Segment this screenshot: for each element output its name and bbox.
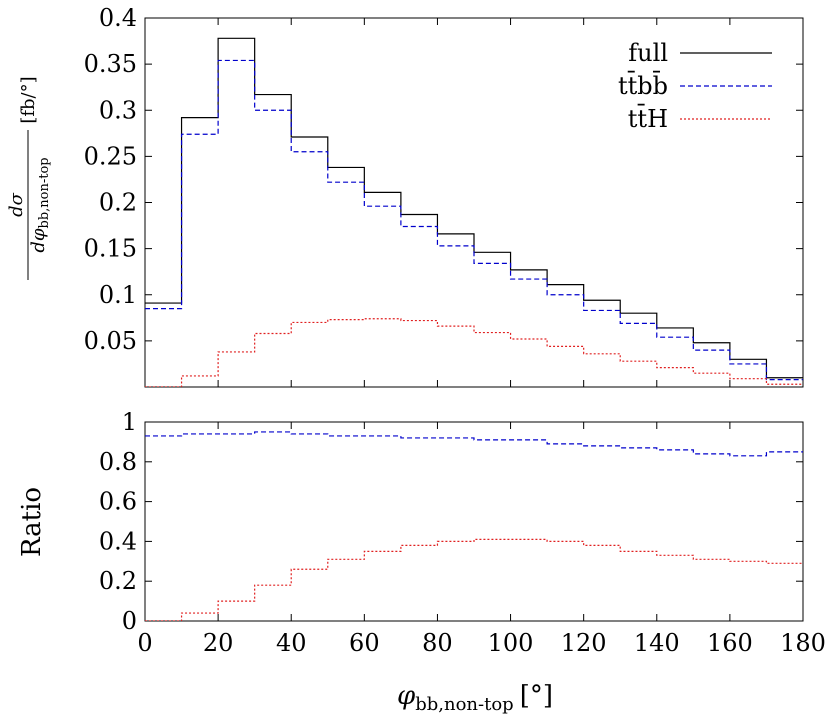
xlabel: φbb,non-top [°] <box>397 681 553 715</box>
bottom-ytick-label: 0 <box>122 607 137 635</box>
top-ytick-label: 0.1 <box>99 281 137 309</box>
xtick-label: 100 <box>488 629 534 657</box>
xtick-label: 120 <box>561 629 607 657</box>
top-ytick-label: 0.05 <box>84 327 137 355</box>
top-ytick-label: 0.25 <box>84 142 137 170</box>
bottom-ytick-label: 0.6 <box>99 488 137 516</box>
top-ytick-label: 0.15 <box>84 235 137 263</box>
bottom-ytick-label: 0.2 <box>99 567 137 595</box>
xtick-label: 180 <box>780 629 826 657</box>
bottom-ytick-label: 0.4 <box>99 527 137 555</box>
top-ylabel-denominator: dφbb,non-top <box>28 157 52 252</box>
top-ytick-label: 0.35 <box>84 50 137 78</box>
top-ytick-label: 0.3 <box>99 96 137 124</box>
xtick-label: 40 <box>276 629 307 657</box>
top-ytick-label: 0.4 <box>99 4 137 32</box>
bottom-ytick-label: 0.8 <box>99 448 137 476</box>
bottom-series-line <box>145 431 803 457</box>
top-ylabel-unit: [fb/°] <box>18 76 39 123</box>
xtick-label: 0 <box>137 629 152 657</box>
xtick-label: 160 <box>707 629 753 657</box>
bottom-series-line <box>145 538 803 621</box>
top-series-line <box>145 318 803 387</box>
legend-label: full <box>628 39 668 67</box>
bottom-panel: 0 0.2 0.4 0.6 0.8 1 0 20 40 60 80 100 120 140 160 180 <box>99 408 826 657</box>
bottom-ylabel: Ratio <box>17 487 47 557</box>
top-ylabel: dσ dφbb,non-top [fb/°] <box>6 76 52 280</box>
legend-label: tt̄H <box>628 104 668 133</box>
top-series-line <box>145 59 803 381</box>
xtick-label: 80 <box>422 629 453 657</box>
top-panel: 0.05 0.1 0.15 0.2 0.25 0.3 0.35 0.4 full tt̄bb̄ tt… <box>84 4 804 388</box>
xtick-label: 20 <box>203 629 234 657</box>
bottom-ytick-label: 1 <box>122 408 137 436</box>
bottom-frame <box>144 421 804 622</box>
xtick-label: 140 <box>634 629 680 657</box>
top-frame <box>144 17 804 388</box>
legend-label: tt̄bb̄ <box>618 71 668 100</box>
top-ylabel-numerator: dσ <box>6 192 27 217</box>
top-series-line <box>145 37 803 379</box>
xtick-label: 60 <box>349 629 380 657</box>
top-ytick-label: 0.2 <box>99 189 137 217</box>
